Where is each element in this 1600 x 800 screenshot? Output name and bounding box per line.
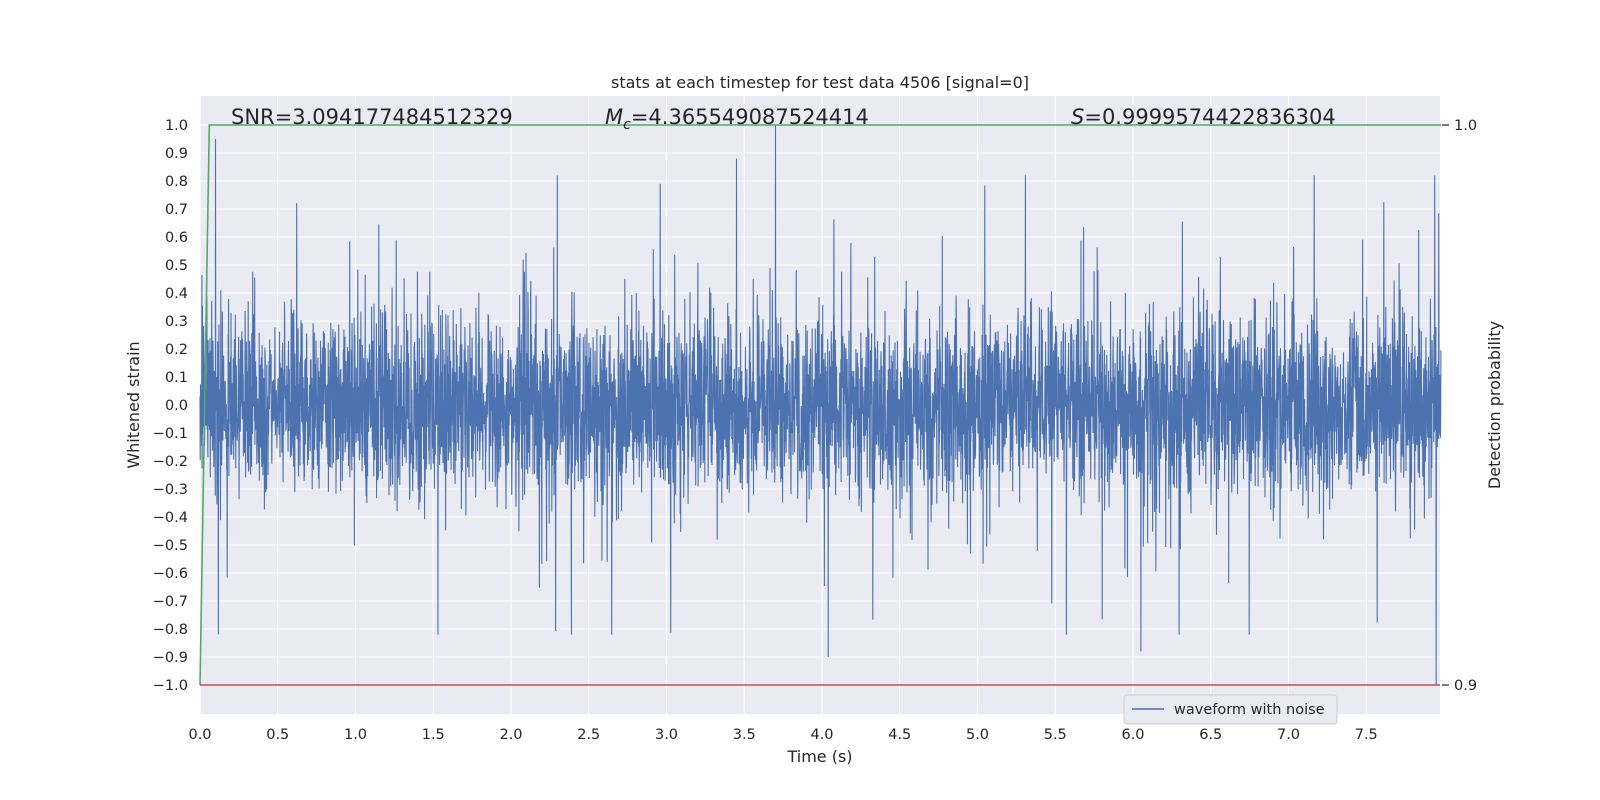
waveform-line — [199, 124, 1442, 686]
y-tick-label: 0.6 — [165, 230, 188, 246]
y2-tick-label: 0.9 — [1454, 678, 1477, 694]
y-tick-label: −0.7 — [153, 594, 188, 610]
y-tick-label: −0.4 — [153, 510, 188, 526]
y-tick-label: −0.1 — [153, 426, 188, 442]
probability-line — [199, 124, 1441, 686]
x-tick-label: 2.0 — [499, 727, 522, 743]
y2-tick-labels: 1.0 0.9 — [1442, 118, 1477, 694]
y-tick-label: 0.2 — [165, 342, 188, 358]
y2-axis-label: Detection probability — [1485, 321, 1504, 489]
chirp-mass-annotation: Mc=4.365549087524414 — [605, 105, 869, 133]
y2-tick-label: 1.0 — [1454, 118, 1477, 134]
y-axis-label: Whitened strain — [124, 341, 143, 468]
s-value: =0.9999574422836304 — [1084, 105, 1335, 129]
x-tick-label: 2.5 — [577, 727, 600, 743]
x-tick-label: 7.5 — [1355, 727, 1378, 743]
y-tick-label: 0.4 — [165, 286, 188, 302]
y-tick-label: −0.6 — [153, 566, 188, 582]
mc-subscript: c — [623, 117, 631, 133]
y-tick-label: −0.8 — [153, 622, 188, 638]
x-tick-label: 7.0 — [1277, 727, 1300, 743]
chart-title: stats at each timestep for test data 450… — [611, 73, 1029, 92]
x-axis-label: Time (s) — [786, 747, 852, 766]
x-tick-label: 3.5 — [733, 727, 756, 743]
y-tick-label: 0.8 — [165, 174, 188, 190]
y-tick-label: 0.1 — [165, 370, 188, 386]
y-tick-label: −1.0 — [153, 678, 188, 694]
x-tick-label: 0.5 — [266, 727, 289, 743]
y-tick-label: 0.0 — [165, 398, 188, 414]
y-tick-label: −0.9 — [153, 650, 188, 666]
x-tick-labels: 0.0 0.5 1.0 1.5 2.0 2.5 3.0 3.5 4.0 4.5 5.0 5.5 6.0 6… — [188, 727, 1377, 743]
snr-annotation: SNR=3.094177484512329 — [231, 105, 513, 129]
legend: waveform with noise — [1123, 694, 1338, 725]
x-tick-label: 0.0 — [188, 727, 211, 743]
mc-value: =4.365549087524414 — [631, 105, 869, 129]
mc-symbol: M — [605, 105, 623, 129]
x-tick-label: 1.0 — [344, 727, 367, 743]
s-annotation: S=0.9999574422836304 — [1071, 105, 1336, 129]
y-tick-label: 0.7 — [165, 202, 188, 218]
x-tick-label: 5.5 — [1044, 727, 1067, 743]
x-tick-label: 6.0 — [1121, 727, 1144, 743]
y-tick-label: 0.9 — [165, 146, 188, 162]
y-tick-label: −0.2 — [153, 454, 188, 470]
y-tick-label: 1.0 — [165, 118, 188, 134]
legend-label: waveform with noise — [1174, 702, 1325, 718]
y-tick-label: 0.5 — [165, 258, 188, 274]
y-tick-label: 0.3 — [165, 314, 188, 330]
series-detection-probability — [199, 124, 1441, 686]
x-tick-label: 3.0 — [655, 727, 678, 743]
x-tick-label: 6.5 — [1199, 727, 1222, 743]
y-tick-labels: 1.0 0.9 0.8 0.7 0.6 0.5 0.4 0.3 0.2 0.1 0.0 −0.1 −0.… — [153, 118, 188, 694]
y-tick-label: −0.3 — [153, 482, 188, 498]
y-tick-label: −0.5 — [153, 538, 188, 554]
legend-box — [1123, 694, 1338, 725]
x-tick-label: 1.5 — [422, 727, 445, 743]
x-tick-label: 4.5 — [888, 727, 911, 743]
x-tick-label: 5.0 — [966, 727, 989, 743]
x-tick-label: 4.0 — [810, 727, 833, 743]
series-waveform-with-noise — [199, 124, 1442, 686]
s-symbol: S — [1071, 105, 1084, 129]
